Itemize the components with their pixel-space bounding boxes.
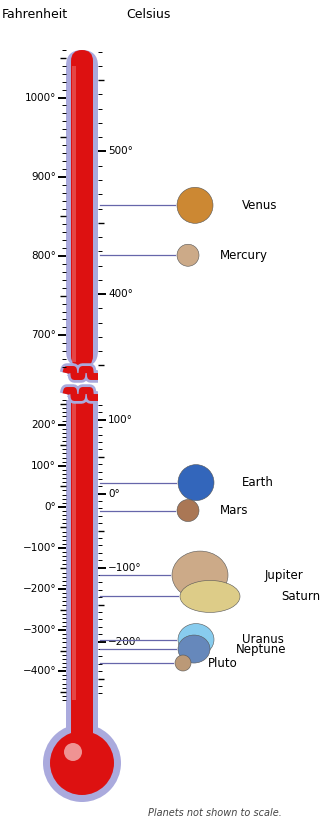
Bar (72, 400, 76, 700)
Text: Mars: Mars (220, 504, 249, 517)
Text: −300°: −300° (22, 625, 56, 635)
Text: Uranus: Uranus (242, 633, 284, 646)
Circle shape (50, 731, 114, 795)
Text: 0°: 0° (44, 502, 56, 512)
Text: Neptune: Neptune (236, 643, 286, 655)
Text: −400°: −400° (22, 666, 56, 676)
Text: −100°: −100° (22, 543, 56, 553)
Ellipse shape (178, 464, 214, 501)
Text: 800°: 800° (31, 251, 56, 261)
Text: 700°: 700° (31, 331, 56, 341)
Ellipse shape (177, 499, 199, 522)
Ellipse shape (177, 187, 213, 223)
Text: Celsius: Celsius (126, 8, 170, 22)
Text: 400°: 400° (108, 289, 133, 299)
Bar (66, 400, 98, 700)
Ellipse shape (178, 635, 210, 663)
Text: Earth: Earth (242, 476, 274, 489)
Text: 0°: 0° (108, 488, 120, 498)
Text: −100°: −100° (108, 563, 142, 573)
Text: −200°: −200° (22, 584, 56, 594)
Text: Fahrenheit: Fahrenheit (2, 8, 68, 22)
Text: −200°: −200° (108, 636, 142, 646)
Bar (71, 400, 93, 700)
Ellipse shape (178, 624, 214, 655)
Bar (72, 66, 76, 362)
Text: 100°: 100° (31, 461, 56, 471)
FancyBboxPatch shape (71, 50, 93, 367)
Ellipse shape (177, 245, 199, 266)
Text: Jupiter: Jupiter (265, 569, 304, 581)
Text: Saturn: Saturn (281, 590, 320, 603)
Text: Mercury: Mercury (220, 249, 268, 261)
Text: Planets not shown to scale.: Planets not shown to scale. (148, 808, 282, 818)
Ellipse shape (175, 655, 191, 671)
Circle shape (64, 743, 82, 761)
Bar (71, 698, 93, 763)
FancyBboxPatch shape (66, 50, 98, 367)
Circle shape (43, 724, 121, 802)
Ellipse shape (180, 580, 240, 612)
Text: 100°: 100° (108, 415, 133, 425)
Bar (66, 698, 98, 763)
Bar (64, 367, 100, 400)
Text: 1000°: 1000° (25, 93, 56, 103)
Ellipse shape (172, 551, 228, 599)
Text: Pluto: Pluto (208, 656, 238, 670)
Text: 900°: 900° (31, 172, 56, 182)
Text: 200°: 200° (31, 420, 56, 430)
Text: Venus: Venus (242, 199, 277, 212)
Text: 500°: 500° (108, 146, 133, 156)
